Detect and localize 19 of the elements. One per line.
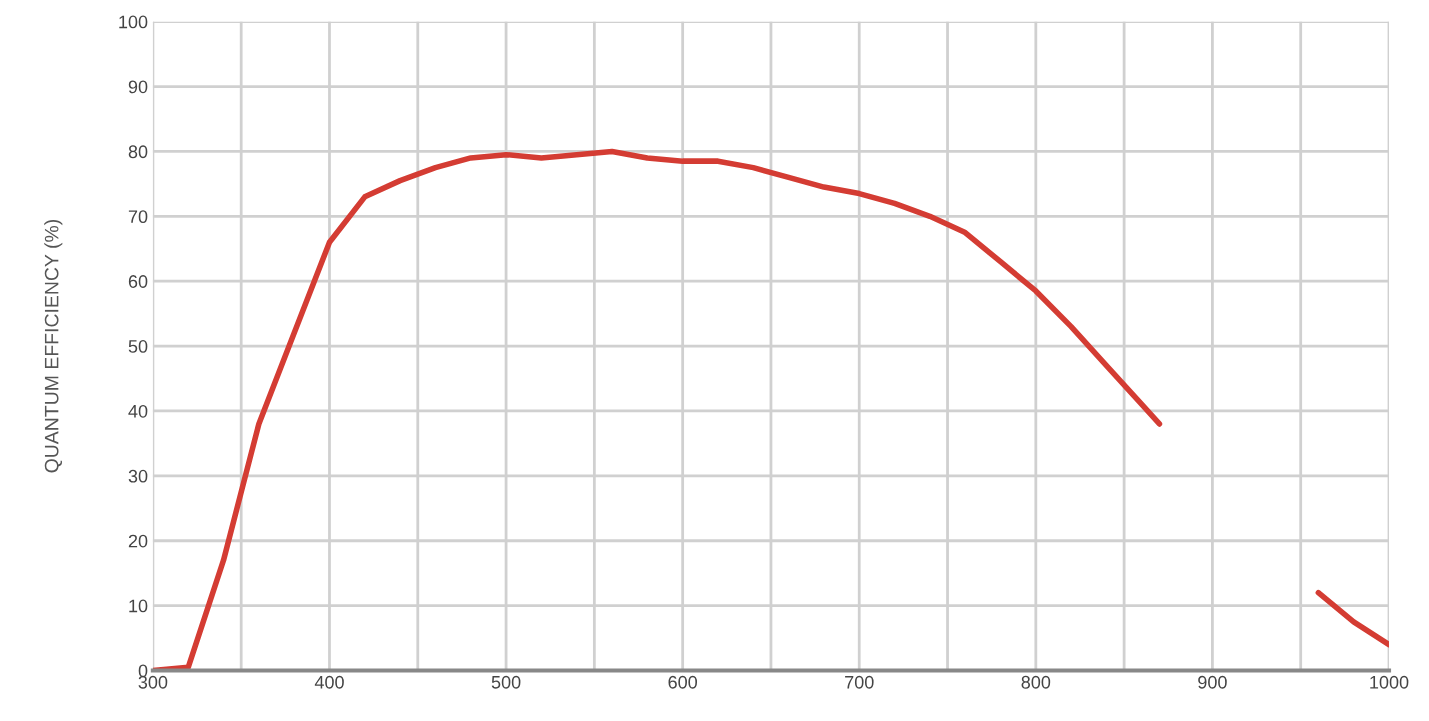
y-tick-label: 40 — [128, 404, 148, 418]
x-tick-label: 900 — [1198, 675, 1227, 689]
x-tick-label: 500 — [491, 675, 521, 689]
x-tick-label: 600 — [668, 675, 698, 689]
y-tick-label: 20 — [128, 534, 148, 548]
y-tick-label: 90 — [128, 80, 148, 94]
x-tick-label: 400 — [314, 675, 344, 689]
x-tick-label: 1000 — [1370, 675, 1409, 689]
y-tick-label: 30 — [128, 469, 148, 483]
x-tick-label: 300 — [138, 675, 168, 689]
y-tick-label: 10 — [129, 599, 148, 613]
y-tick-label: 100 — [119, 15, 148, 29]
y-tick-label: 80 — [128, 145, 148, 159]
y-tick-label: 50 — [128, 340, 148, 353]
x-tick-label: 800 — [1021, 675, 1051, 689]
y-axis-title: QUANTUM EFFICIENCY (%) — [44, 219, 63, 473]
y-tick-label: 60 — [128, 275, 148, 288]
x-tick-label: 700 — [845, 675, 874, 689]
y-tick-label: 70 — [128, 210, 148, 224]
